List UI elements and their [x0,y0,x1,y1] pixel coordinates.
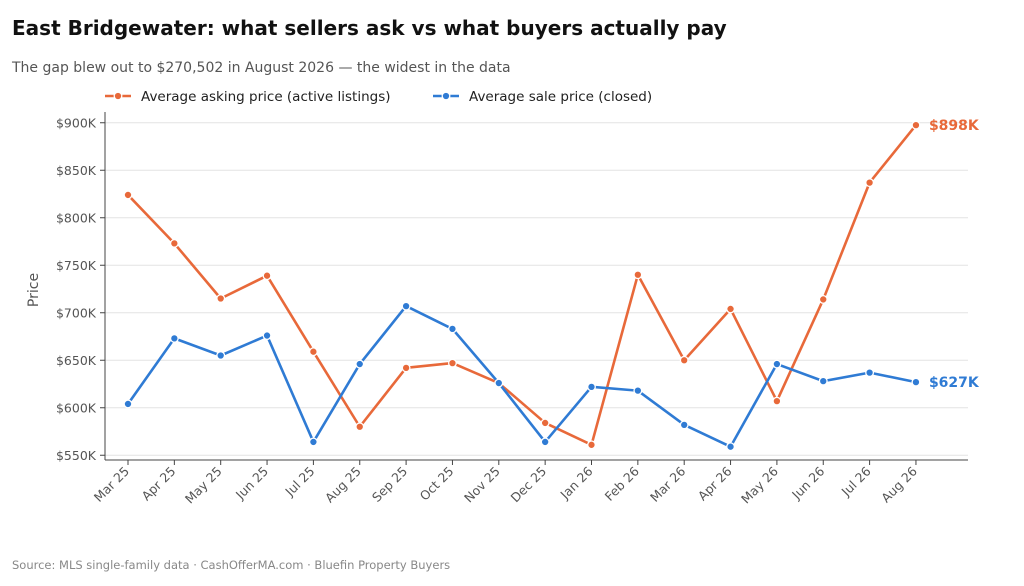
x-tick-label: Mar 25 [91,464,132,505]
legend-marker-1 [113,91,123,101]
y-tick-label: $650K [56,353,97,368]
chart-title: East Bridgewater: what sellers ask vs wh… [12,16,727,40]
x-tick-label: May 25 [182,464,225,507]
series-2-point [540,437,550,447]
series-2-end-label: $627K [929,375,980,391]
x-tick-label: Jun 26 [788,463,827,502]
series-2-point [772,359,782,369]
series-2-point [448,324,457,334]
series-2-point [355,359,365,369]
x-axis-ticks: Mar 25 Apr 25 May 25 Jun 25 Jul 25 Aug 25 Sep … [91,460,920,506]
series-1-end-label: $898K [929,118,980,134]
series-2-point [123,399,133,409]
series-2-point [679,420,689,430]
end-labels: $898K $627K [929,118,980,391]
x-tick-label: Jun 25 [232,464,271,503]
x-tick-label: Apr 25 [139,464,179,504]
x-tick-label: Jan 26 [557,463,596,502]
series-1-point [679,355,689,365]
x-tick-label: Dec 25 [507,464,549,506]
series-2-point [169,333,179,343]
series-1-point [865,178,875,188]
x-tick-label: Feb 26 [602,463,642,503]
series-2-point [818,376,828,386]
series-1-point [633,270,643,280]
series-2-point [308,437,318,447]
series-1-point [308,347,318,357]
chart-subtitle: The gap blew out to $270,502 in August 2… [12,60,511,76]
y-tick-label: $850K [56,163,97,178]
series-1-point [123,190,133,200]
series-line-1 [127,124,917,447]
series-2-point [587,382,596,392]
series-1-point [262,271,272,281]
y-tick-label: $700K [56,305,97,320]
y-tick-label: $750K [56,258,97,273]
series-1-point [216,294,226,303]
x-tick-label: Aug 26 [878,463,920,505]
x-tick-label: Apr 26 [695,463,735,503]
series-1-point [726,304,735,314]
y-axis-label: Price [26,273,42,307]
legend-marker-2 [441,91,451,101]
series-2-point [911,377,921,387]
series-1-point [169,238,179,248]
series-2-point [726,442,735,452]
x-tick-label: May 26 [738,463,781,506]
x-tick-label: Jul 25 [281,464,317,500]
x-tick-label: Sep 25 [369,464,410,505]
x-tick-label: Nov 25 [461,464,503,506]
y-tick-label: $550K [56,448,97,463]
series-1-point [540,418,550,428]
x-tick-label: Jul 26 [838,463,874,499]
series-2-point [262,331,272,340]
series-1-point [911,120,921,130]
series-1-point [355,422,365,432]
gridlines [105,122,968,456]
source-note: Source: MLS single-family data · CashOff… [12,558,451,572]
series-2-point [865,368,875,378]
series-2-point [633,386,643,396]
series-1-point [818,295,828,304]
y-tick-label: $800K [56,210,97,225]
legend-label-1: Average asking price (active listings) [141,89,391,105]
series-1-point [448,358,457,368]
x-tick-label: Aug 25 [322,464,364,506]
x-tick-label: Oct 25 [417,464,457,504]
series-2-point [401,301,411,311]
y-tick-label: $600K [56,400,97,415]
legend-label-2: Average sale price (closed) [469,89,652,105]
y-axis-ticks: $550K $600K $650K $700K $750K $800K $850K $900K [56,115,105,463]
series-line-2 [126,304,917,449]
x-tick-label: Mar 26 [647,463,688,504]
series-group [123,120,921,452]
series-1-point [772,396,782,406]
legend: Average asking price (active listings) Av… [105,89,652,105]
series-1-point [587,440,596,450]
series-1-point [401,363,411,373]
y-tick-label: $900K [56,115,97,130]
series-2-point [216,351,226,360]
series-2-point [494,378,504,388]
